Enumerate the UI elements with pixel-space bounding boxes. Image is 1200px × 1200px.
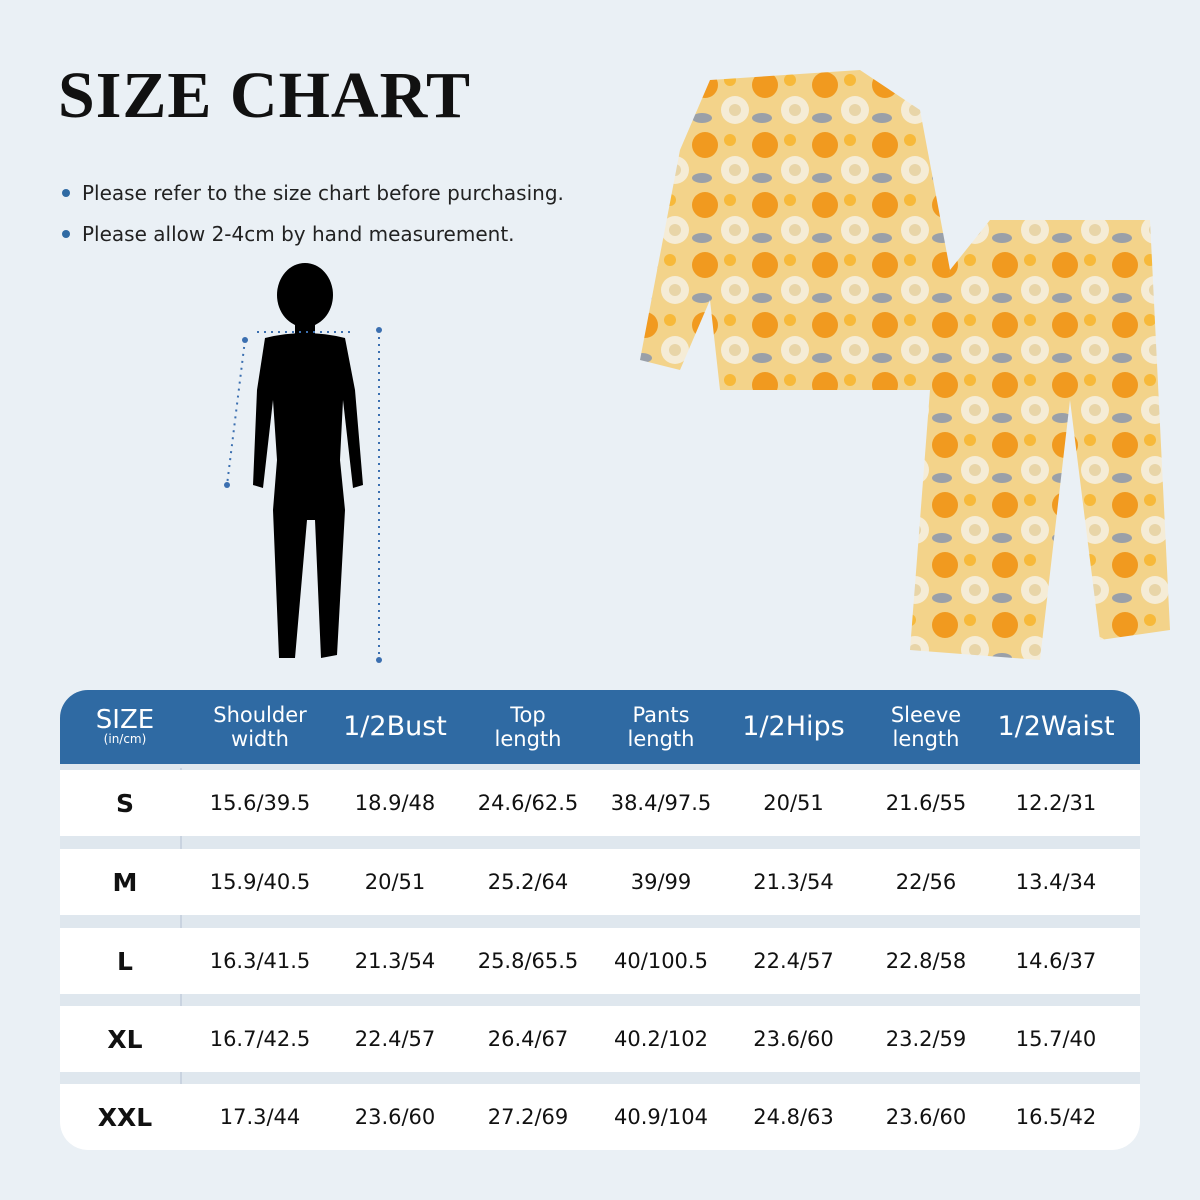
table-cell: 20/51: [364, 870, 426, 894]
notes-list: Please refer to the size chart before pu…: [62, 172, 564, 254]
header-line: Shoulder: [213, 703, 307, 727]
table-cell: 16.7/42.5: [209, 1027, 311, 1051]
header-line: length: [494, 727, 562, 751]
header-line: (in/cm): [103, 732, 147, 746]
header-line: 1/2Waist: [997, 711, 1115, 742]
table-cell: 40/100.5: [614, 949, 708, 973]
table-cell: 23.6/60: [753, 1027, 834, 1051]
header-line: width: [231, 727, 289, 751]
table-cell: 23.6/60: [885, 1105, 967, 1129]
column-header: Top length: [460, 690, 596, 764]
header-line: SIZE: [95, 705, 155, 735]
table-row: XXL 17.3/44 23.6/60 27.2/69 40.9/104 24.8/63 2…: [60, 1084, 1140, 1150]
table-cell: 17.3/44: [219, 1105, 301, 1129]
table-cell: 21.3/54: [354, 949, 436, 973]
table-cell: 15.7/40: [1015, 1027, 1097, 1051]
table-cell: 22.4/57: [354, 1027, 436, 1051]
size-label: XL: [107, 1024, 143, 1054]
table-row: M 15.9/40.5 20/51 25.2/64 39/99 21.3/54 22/56 1…: [60, 849, 1140, 915]
bullet-icon: [62, 188, 70, 197]
table-row: L 16.3/41.5 21.3/54 25.8/65.5 40/100.5 22.4/5…: [60, 928, 1140, 994]
table-cell: 21.6/55: [885, 791, 967, 815]
column-header: Sleeve length: [861, 690, 991, 764]
header-line: length: [892, 727, 960, 751]
table-cell: 15.9/40.5: [209, 870, 311, 894]
table-cell: 21.3/54: [753, 870, 834, 894]
table-cell: 22.4/57: [753, 949, 834, 973]
column-header: 1/2Waist: [991, 690, 1121, 764]
table-cell: 23.6/60: [354, 1105, 436, 1129]
note-item: Please refer to the size chart before pu…: [62, 172, 564, 213]
table-cell: 25.2/64: [487, 870, 569, 894]
size-table: SIZE (in/cm) Shoulder width 1/2Bust Top length…: [60, 690, 1140, 1150]
size-label: XXL: [97, 1102, 153, 1132]
header-line: 1/2Bust: [343, 711, 447, 742]
table-cell: 23.2/59: [885, 1027, 967, 1051]
table-cell: 20/51: [763, 791, 824, 815]
table-cell: 24.8/63: [753, 1105, 834, 1129]
page-title: SIZE CHART: [58, 59, 471, 132]
column-header: 1/2Bust: [330, 690, 460, 764]
table-header: SIZE (in/cm) Shoulder width 1/2Bust Top length…: [60, 690, 1140, 764]
header-line: Sleeve: [890, 703, 962, 727]
table-cell: 38.4/97.5: [610, 791, 712, 815]
table-row: S 15.6/39.5 18.9/48 24.6/62.5 38.4/97.5 20/51…: [60, 770, 1140, 836]
table-cell: 25.8/65.5: [477, 949, 579, 973]
size-label: S: [115, 788, 134, 818]
table-cell: 39/99: [630, 870, 692, 894]
column-header: SIZE (in/cm): [60, 690, 190, 764]
table-cell: 12.2/31: [1015, 791, 1097, 815]
table-cell: 27.2/69: [487, 1105, 569, 1129]
table-cell: 13.4/34: [1015, 870, 1097, 894]
table-cell: 15.6/39.5: [209, 791, 311, 815]
size-label: L: [117, 946, 133, 976]
note-text: Please allow 2-4cm by hand measurement.: [82, 221, 515, 246]
header-line: Top: [510, 703, 546, 727]
column-header: Shoulder width: [190, 690, 330, 764]
note-text: Please refer to the size chart before pu…: [82, 180, 564, 205]
header-line: length: [627, 727, 695, 751]
table-cell: 22/56: [895, 870, 957, 894]
size-label: M: [112, 867, 138, 897]
header-line: Pants: [632, 703, 690, 727]
table-cell: 24.6/62.5: [477, 791, 579, 815]
header-line: 1/2Hips: [742, 711, 845, 742]
pajama-set-image: [640, 70, 1170, 660]
table-cell: 14.6/37: [1015, 949, 1097, 973]
column-header: 1/2Hips: [726, 690, 861, 764]
table-cell: 16.5/42: [1015, 1105, 1097, 1129]
table-row: XL 16.7/42.5 22.4/57 26.4/67 40.2/102 23.6/60…: [60, 1006, 1140, 1072]
column-header: Pants length: [596, 690, 726, 764]
table-cell: 26.4/67: [487, 1027, 569, 1051]
body-silhouette-icon: [224, 263, 382, 663]
table-cell: 16.3/41.5: [209, 949, 311, 973]
table-cell: 18.9/48: [354, 791, 436, 815]
table-cell: 40.2/102: [614, 1027, 708, 1051]
note-item: Please allow 2-4cm by hand measurement.: [62, 213, 564, 254]
table-cell: 22.8/58: [885, 949, 967, 973]
table-cell: 40.9/104: [614, 1105, 708, 1129]
bullet-icon: [62, 229, 70, 238]
